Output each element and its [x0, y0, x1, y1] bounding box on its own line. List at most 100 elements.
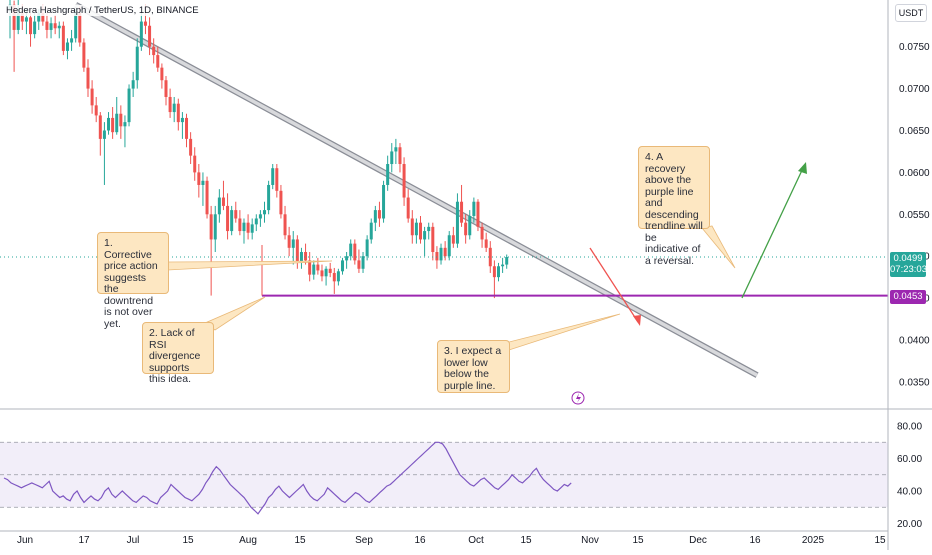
candle-body: [98, 115, 102, 139]
last-price-tag: 0.0499 07:23:03: [890, 252, 927, 277]
candle-body: [275, 168, 279, 191]
currency-selector[interactable]: USDT: [895, 4, 927, 22]
candle-body: [16, 13, 20, 30]
candle-body: [505, 257, 509, 265]
candle-body: [180, 117, 184, 123]
y-tick-label: 0.0750: [899, 42, 930, 53]
chart-header[interactable]: Hedera Hashgraph / TetherUS, 1D, BINANCE: [4, 5, 201, 16]
descending-trendline-inner: [74, 3, 758, 377]
candle-body: [242, 222, 246, 232]
candle-body: [172, 103, 176, 113]
x-tick-label: 15: [874, 535, 886, 546]
candle-body: [439, 247, 443, 261]
candle-body: [41, 13, 45, 22]
candle-body: [361, 256, 365, 269]
x-tick-label: Jun: [17, 535, 33, 546]
candle-body: [455, 201, 459, 244]
x-tick-label: Nov: [581, 535, 599, 546]
pointer-3: [508, 313, 621, 351]
x-tick-label: Jul: [127, 535, 140, 546]
y-tick-label: 0.0350: [899, 377, 930, 388]
candle-body: [115, 113, 119, 133]
candle-body: [390, 151, 394, 165]
candle-body: [410, 218, 414, 236]
x-tick-label: 16: [414, 535, 426, 546]
pointer-2: [204, 296, 266, 331]
y-tick-label: 0.0700: [899, 84, 930, 95]
y-tick-label: 0.0400: [899, 336, 930, 347]
candle-body: [258, 214, 262, 219]
candle-body: [271, 168, 275, 185]
candle-body: [209, 214, 213, 240]
candle-body: [152, 46, 156, 56]
candle-body: [131, 80, 135, 89]
annotation-4[interactable]: 4. A recovery above the purple line and …: [638, 146, 710, 266]
last-price-value: 0.0499: [893, 253, 923, 264]
candle-body: [365, 239, 369, 257]
candle-body: [246, 222, 250, 233]
candle-body: [143, 21, 147, 26]
candle-body: [480, 226, 484, 240]
candle-body: [267, 184, 271, 211]
candle-body: [419, 222, 422, 240]
x-tick-label: 15: [632, 535, 644, 546]
candle-body: [90, 88, 94, 106]
candle-body: [234, 210, 238, 219]
annotation-2[interactable]: 2. Lack of RSI divergence supports this …: [142, 322, 214, 385]
candle-body: [283, 214, 287, 236]
candle-body: [82, 42, 86, 68]
x-tick-label: 15: [294, 535, 306, 546]
candle-body: [45, 21, 49, 30]
candle-body: [287, 235, 291, 248]
candle-body: [230, 210, 234, 232]
candle-body: [460, 201, 464, 223]
candle-body: [86, 67, 90, 89]
candle-body: [304, 252, 308, 261]
support-price-tag: 0.0453: [890, 290, 926, 304]
candle-body: [414, 222, 418, 236]
x-tick-label: 15: [520, 535, 532, 546]
bearish-arrow: [589, 247, 639, 323]
rsi-tick-label: 40.00: [897, 487, 922, 498]
rsi-layer: [0, 441, 888, 515]
candle-body: [406, 197, 410, 219]
candle-body: [464, 222, 468, 236]
candle-body: [57, 25, 61, 29]
candle-body: [53, 23, 57, 29]
candle-body: [386, 164, 390, 185]
candle-body: [468, 215, 472, 236]
x-tick-label: Oct: [468, 535, 484, 546]
annotation-3[interactable]: 3. I expect a lower low below the purple…: [437, 340, 510, 393]
candle-body: [168, 96, 172, 113]
candle-body: [312, 264, 316, 275]
candle-body: [123, 122, 127, 127]
candle-body: [29, 17, 33, 35]
candle-body: [402, 164, 406, 198]
candle-body: [373, 210, 377, 223]
candle-body: [345, 256, 349, 261]
candle-body: [496, 266, 500, 278]
candle-body: [328, 268, 332, 273]
countdown-value: 07:23:03: [890, 264, 927, 275]
rsi-line: [3, 441, 572, 515]
y-tick-label: 0.0550: [899, 210, 930, 221]
candle-body: [447, 235, 451, 257]
candle-body: [263, 210, 267, 215]
candle-body: [49, 23, 53, 30]
rsi-tick-label: 80.00: [897, 422, 922, 433]
bullish-arrowhead: [798, 162, 807, 174]
pointer-4: [701, 225, 736, 269]
annotation-1[interactable]: 1. Corrective price action suggests the …: [97, 232, 169, 329]
candle-body: [127, 88, 131, 123]
candle-body: [65, 42, 69, 51]
candle-body: [61, 25, 65, 51]
candle-body: [135, 46, 139, 81]
candle-body: [488, 247, 492, 267]
candle-body: [148, 25, 152, 47]
candle-body: [369, 222, 373, 240]
trendline-layer: [74, 2, 759, 378]
x-tick-label: 15: [182, 535, 194, 546]
candle-body: [443, 247, 447, 257]
candle-body: [476, 201, 480, 227]
